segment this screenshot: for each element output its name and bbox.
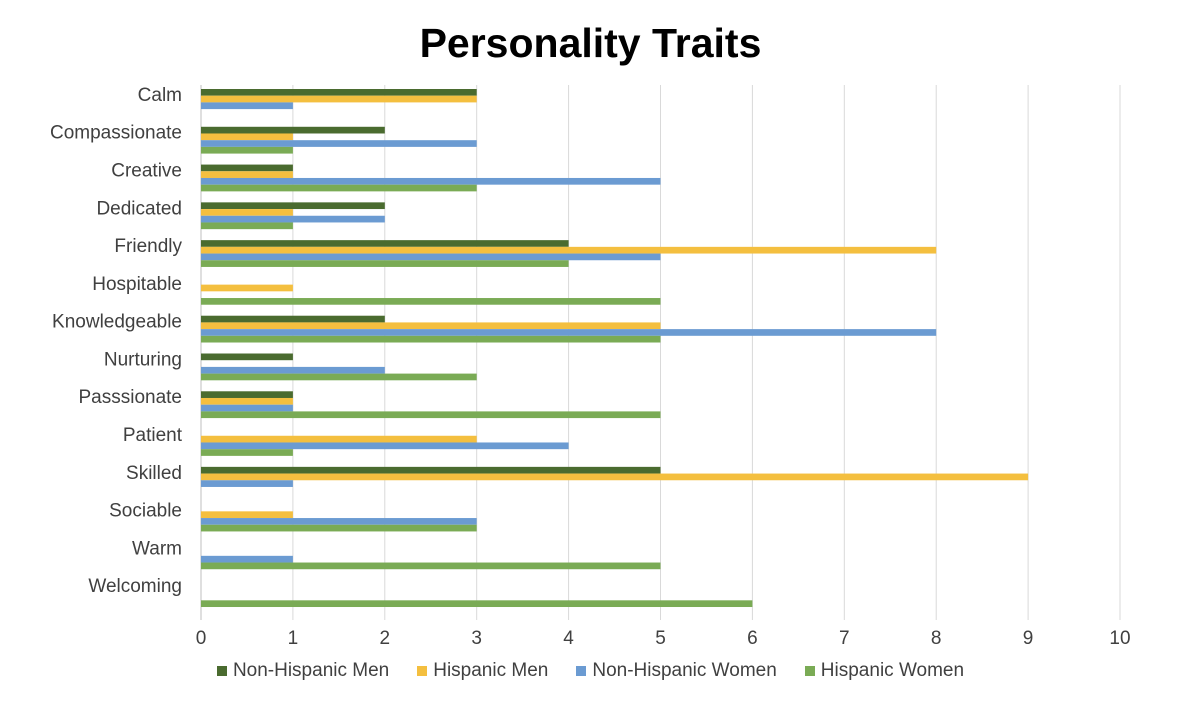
bar-chart: 0 1 2 3 4 5 6 7 8 9 10 Calm Compassionate Creative Ded…	[50, 85, 1131, 649]
bar	[201, 404, 293, 412]
bar	[201, 184, 477, 192]
bar	[201, 411, 661, 419]
bar	[201, 511, 293, 519]
category-label: Passsionate	[78, 387, 182, 408]
category-label: Hospitable	[92, 274, 182, 295]
category-label: Compassionate	[50, 123, 182, 144]
x-tick-label: 1	[288, 628, 299, 649]
bar	[201, 253, 661, 261]
bar	[201, 466, 661, 474]
bar	[201, 171, 293, 178]
category-label: Warm	[132, 538, 182, 559]
legend-swatch	[417, 666, 428, 676]
bar	[201, 133, 293, 141]
bar	[201, 555, 293, 563]
x-tick-label: 7	[839, 628, 850, 649]
bar	[201, 209, 293, 216]
bar	[201, 102, 293, 110]
x-tick-label: 6	[747, 628, 758, 649]
category-label: Dedicated	[96, 198, 182, 219]
legend-label: Non-Hispanic Men	[232, 660, 390, 681]
x-tick-label: 4	[563, 628, 574, 649]
category-label: Calm	[138, 85, 182, 106]
legend-item: Hispanic Men	[417, 660, 548, 682]
bar	[201, 322, 661, 330]
bar	[201, 442, 569, 450]
category-label: Friendly	[114, 236, 182, 257]
bar	[201, 140, 477, 147]
bar	[201, 298, 661, 305]
bar	[201, 164, 293, 172]
bar	[201, 353, 293, 361]
bar	[201, 449, 293, 456]
x-tick-label: 2	[380, 628, 391, 649]
category-label: Welcoming	[88, 576, 182, 597]
bar	[201, 329, 937, 336]
bar	[201, 518, 477, 525]
bar	[201, 215, 385, 223]
bar	[201, 240, 569, 247]
category-label: Skilled	[126, 463, 182, 484]
legend-item: Hispanic Women	[804, 660, 965, 682]
category-label: Patient	[123, 425, 183, 446]
legend-swatch	[804, 666, 815, 676]
bar	[201, 284, 293, 292]
category-label: Sociable	[109, 501, 182, 522]
legend-item: Non-Hispanic Men	[216, 660, 390, 682]
bar	[201, 146, 293, 154]
category-label: Creative	[111, 160, 182, 181]
bar	[201, 524, 477, 532]
bar	[201, 246, 937, 254]
x-tick-label: 5	[655, 628, 666, 649]
category-label: Knowledgeable	[52, 312, 182, 333]
bar	[201, 562, 661, 570]
x-tick-label: 0	[196, 628, 207, 649]
bar	[201, 315, 385, 323]
bar	[201, 391, 293, 398]
bar	[201, 480, 293, 487]
bar	[201, 435, 477, 443]
legend-label: Non-Hispanic Women	[592, 660, 777, 681]
bar	[201, 89, 477, 96]
x-tick-label: 9	[1023, 628, 1034, 649]
bar	[201, 397, 293, 405]
x-tick-label: 8	[931, 628, 942, 649]
x-tick-label: 3	[471, 628, 482, 649]
bar	[201, 473, 1029, 481]
legend-swatch	[216, 666, 227, 676]
legend-label: Hispanic Men	[433, 660, 549, 681]
legend-label: Hispanic Women	[820, 660, 965, 681]
legend: Non-Hispanic Men Hispanic Men Non-Hispanic…	[0, 660, 1181, 682]
bar	[201, 260, 569, 267]
bar	[201, 177, 661, 185]
bar	[201, 373, 477, 381]
chart-title: Personality Traits	[419, 20, 762, 66]
bar	[201, 600, 753, 608]
bar	[201, 95, 477, 103]
legend-swatch	[576, 666, 587, 676]
bar	[201, 335, 661, 343]
x-tick-label: 10	[1109, 628, 1130, 649]
category-label: Nurturing	[104, 349, 182, 370]
bar	[201, 202, 385, 210]
legend-item: Non-Hispanic Women	[576, 660, 777, 682]
bar	[201, 222, 293, 230]
bar	[201, 126, 385, 134]
bar	[201, 366, 385, 374]
